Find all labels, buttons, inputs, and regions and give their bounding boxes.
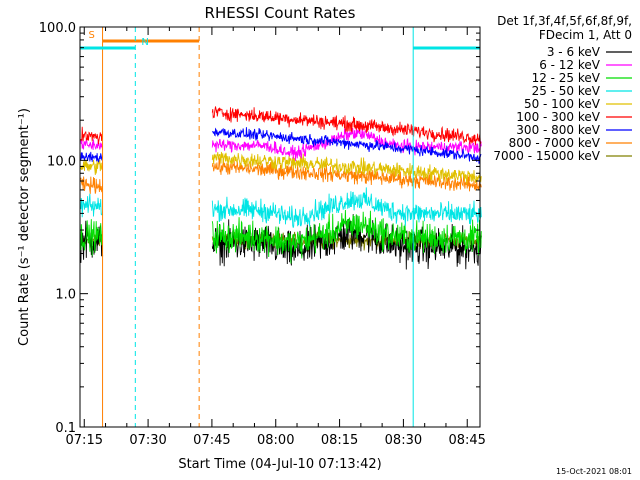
legend-label: 300 - 800 keV <box>516 123 600 137</box>
x-tick-label: 07:15 <box>66 433 103 448</box>
x-tick-label: 08:15 <box>321 433 358 448</box>
annotation-label: N <box>141 37 148 48</box>
x-axis: 07:15 07:30 07:45 08:00 08:15 08:30 08:45 <box>66 27 486 448</box>
legend-label: 25 - 50 keV <box>532 84 601 98</box>
legend-label: 800 - 7000 keV <box>509 136 601 150</box>
legend-label: 100 - 300 keV <box>516 110 600 124</box>
y-tick-label: 1.0 <box>55 288 76 303</box>
legend-label: 12 - 25 keV <box>532 71 601 85</box>
x-tick-label: 07:45 <box>193 433 230 448</box>
x-axis-label: Start Time (04-Jul-10 07:13:42) <box>178 457 381 472</box>
series-layer <box>80 106 482 270</box>
y-tick-label: 10.0 <box>47 154 76 169</box>
legend-label: 6 - 12 keV <box>539 58 601 72</box>
plot-area: SN 100.010.01.00.1 07:15 07:30 07:45 08:00 0… <box>39 21 486 448</box>
x-tick-label: 08:00 <box>257 433 294 448</box>
plot-frame <box>79 26 481 428</box>
y-axis: 100.0 10.0 1.0 0.1 <box>39 21 480 436</box>
legend-label: 50 - 100 keV <box>524 97 601 111</box>
generation-timestamp: 15-Oct-2021 08:01 <box>556 467 632 476</box>
legend: Det 1f,3f,4f,5f,6f,8f,9f, FDecim 1, Att … <box>493 14 632 163</box>
legend-header-line-1: Det 1f,3f,4f,5f,6f,8f,9f, <box>497 14 632 28</box>
y-tick-label: 100.0 <box>39 21 76 36</box>
x-tick-label: 08:30 <box>385 433 422 448</box>
legend-header-line-2: FDecim 1, Att 0 <box>539 28 632 42</box>
series-line <box>80 151 482 185</box>
chart-title: RHESSI Count Rates <box>205 4 356 22</box>
x-tick-label: 07:30 <box>129 433 166 448</box>
series-line <box>80 187 482 228</box>
annotation-label: S <box>89 30 95 41</box>
x-tick-label: 08:45 <box>448 433 485 448</box>
y-axis-label: Count Rate (s⁻¹ detector segment⁻¹) <box>17 108 32 346</box>
legend-label: 3 - 6 keV <box>547 45 601 59</box>
legend-label: 7000 - 15000 keV <box>493 149 600 163</box>
series-line <box>80 106 482 146</box>
series-line <box>80 209 482 264</box>
y-tick-label: 0.1 <box>55 421 76 436</box>
